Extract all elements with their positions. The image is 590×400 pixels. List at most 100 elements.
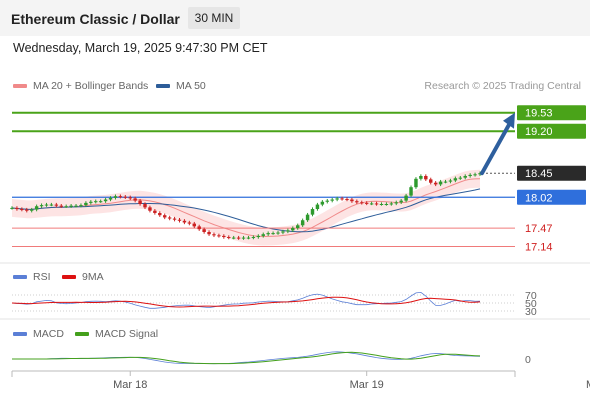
candle-body [305, 214, 310, 221]
timeframe-badge[interactable]: 30 MIN [188, 7, 240, 29]
candle-body [103, 199, 108, 202]
candle-body [133, 198, 137, 201]
x-tick-label: Mar 19 [350, 379, 384, 391]
candle-body [108, 197, 113, 200]
candle-body [217, 235, 221, 237]
candle-body [286, 230, 290, 232]
candle-body [39, 205, 44, 207]
macd-signal-line [12, 351, 481, 365]
legend-9ma: 9MA [62, 271, 104, 283]
bollinger-band [12, 169, 480, 246]
candle-body [300, 220, 305, 226]
candle-body [192, 223, 196, 227]
ma50-swatch [156, 84, 170, 89]
candle-body [89, 201, 93, 203]
ma50-line [11, 188, 481, 233]
candle-body [315, 204, 320, 210]
candle-body [350, 199, 354, 202]
candle-body [325, 200, 330, 202]
level-label-18.45: 18.45 [525, 168, 553, 180]
candle-body [310, 209, 315, 215]
level-label-17.47: 17.47 [525, 223, 553, 235]
level-label-18.02: 18.02 [525, 192, 553, 204]
candle-body [463, 176, 467, 178]
candle-body [296, 225, 300, 229]
level-tag-18.02 [517, 189, 586, 205]
ma9-swatch [62, 275, 76, 280]
legend-ma50-label: MA 50 [176, 80, 206, 92]
candle-body [360, 202, 364, 204]
candle-body [414, 178, 418, 188]
candle-body [113, 196, 118, 198]
candle-body [167, 217, 172, 219]
projection-arrow [480, 122, 511, 176]
candle-body [207, 232, 211, 235]
macd-signal-swatch [75, 332, 89, 337]
candle-body [10, 207, 14, 209]
candle-body [202, 229, 206, 232]
candle-body [138, 200, 142, 204]
candle-body [118, 196, 123, 198]
candle-body [59, 205, 63, 207]
x-tick-label: Mar 18 [113, 379, 147, 391]
macd-swatch [13, 332, 27, 337]
macd-line [12, 351, 481, 365]
credit-text: Research © 2025 Trading Central [424, 80, 581, 92]
candle-body [330, 199, 334, 201]
candle-body [340, 198, 344, 200]
candle-body [158, 212, 162, 216]
ma20-swatch [13, 84, 27, 89]
legend-macd-signal-label: MACD Signal [95, 328, 159, 340]
x-tick-label: Mar 20 [586, 379, 590, 391]
candle-body [143, 204, 147, 208]
rsi-ma-line [11, 296, 481, 308]
candle-body [261, 234, 265, 236]
level-label-19.20: 19.20 [525, 126, 553, 138]
candle-body [148, 207, 152, 211]
candle-body [162, 215, 167, 218]
legend-rsi-label: RSI [33, 271, 51, 283]
candle-body [212, 234, 216, 236]
candle-body [236, 237, 241, 239]
candle-body [153, 210, 157, 213]
legend-rsi: RSI [13, 271, 51, 283]
candle-body [69, 205, 73, 207]
candle-body [364, 202, 369, 204]
candle-body [256, 235, 261, 238]
candle-body [231, 237, 236, 239]
rsi-label-30: 30 [525, 306, 537, 318]
candle-body [424, 176, 428, 180]
candle-body [276, 232, 280, 234]
candle-body [64, 206, 68, 208]
legend-macd-signal: MACD Signal [75, 328, 158, 340]
candle-body [320, 201, 325, 205]
candle-body [94, 201, 98, 203]
candle-body [453, 178, 458, 181]
chart-header: Ethereum Classic / Dollar 30 MIN [0, 0, 590, 36]
candle-body [98, 201, 103, 203]
rsi-line [11, 291, 481, 309]
candle-body [468, 174, 472, 176]
candle-body [128, 197, 132, 199]
rsi-label-50: 50 [525, 298, 537, 310]
legend-ma20-label: MA 20 + Bollinger Bands [33, 80, 149, 92]
candle-body [271, 233, 275, 235]
candle-body [222, 235, 226, 238]
candle-body [394, 202, 398, 204]
ma20-line [11, 178, 481, 238]
level-tag-18.45 [517, 165, 586, 181]
candle-body [345, 198, 349, 200]
candle-body [227, 237, 231, 239]
chart-title: Ethereum Classic / Dollar [11, 11, 180, 27]
projection-arrow-head [503, 112, 515, 129]
candle-body [281, 231, 285, 233]
candle-body [251, 237, 256, 239]
candle-body [246, 237, 251, 239]
candle-body [478, 173, 482, 175]
candle-body [74, 205, 78, 207]
macd-zero-label: 0 [525, 354, 531, 366]
level-label-17.14: 17.14 [525, 242, 553, 254]
candle-body [404, 195, 408, 201]
candle-body [266, 233, 270, 235]
